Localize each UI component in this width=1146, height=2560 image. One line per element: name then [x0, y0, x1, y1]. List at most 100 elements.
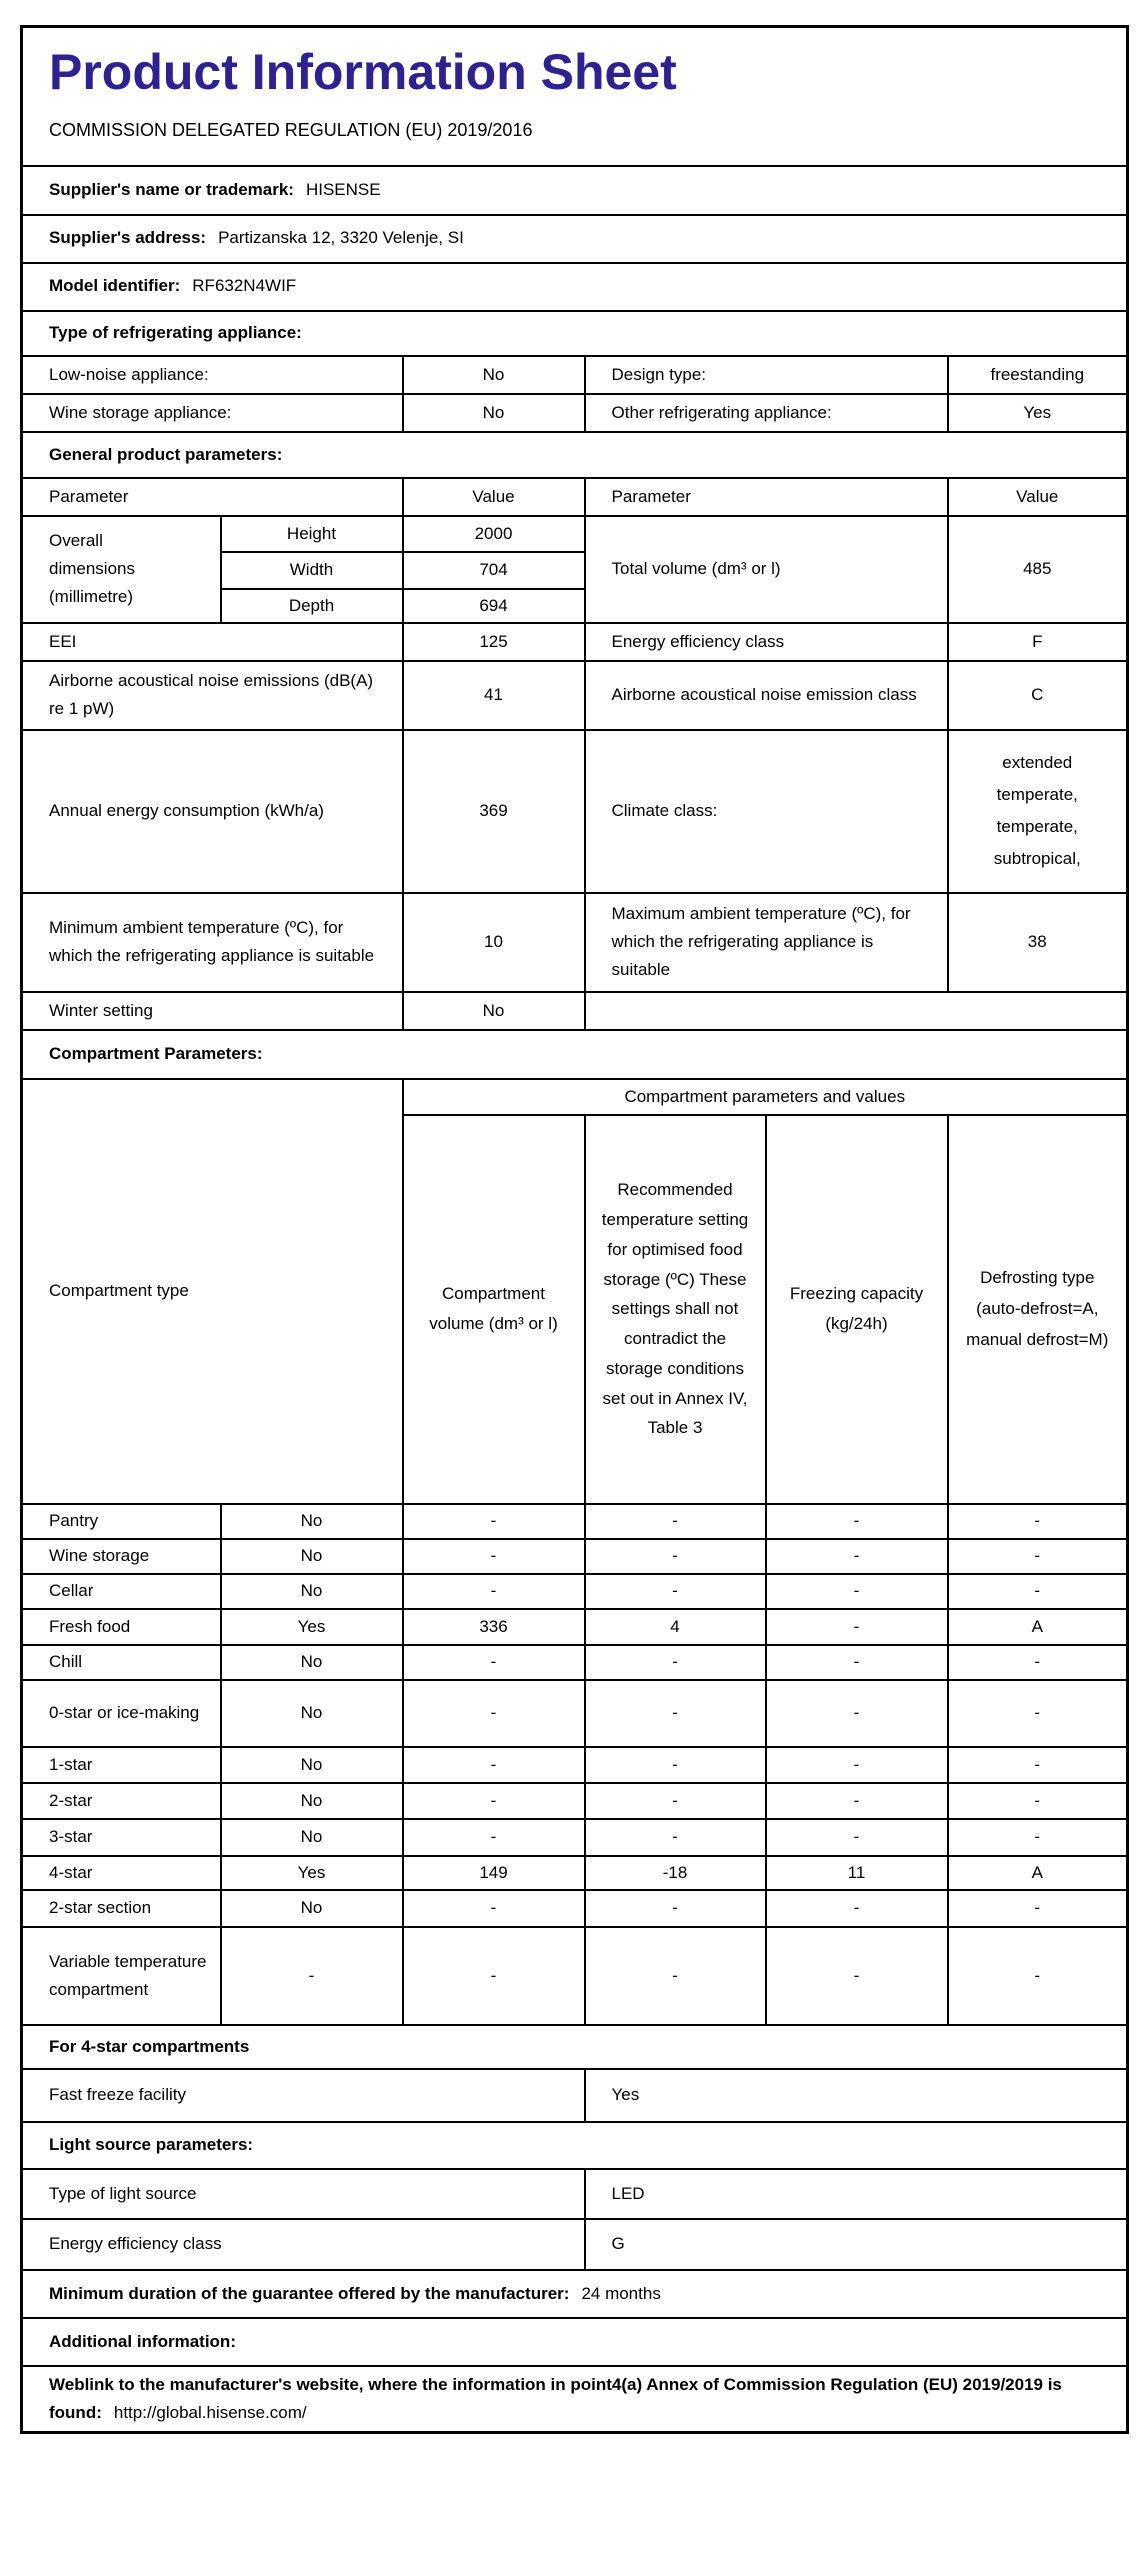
annual-energy-row: Annual energy consumption (kWh/a) 369 Cl…	[20, 728, 1129, 894]
compartment-row-2-star: 2-star No - - - -	[20, 1781, 1129, 1820]
section-additional-header-row: Additional information:	[20, 2316, 1129, 2367]
compartment-row-1-star: 1-star No - - - -	[20, 1745, 1129, 1784]
supplier-name-cell: Supplier's name or trademark: HISENSE	[20, 164, 1129, 216]
page-title: Product Information Sheet	[49, 44, 677, 100]
compartment-freezing: -	[764, 1643, 949, 1681]
min-ambient-label: Minimum ambient temperature (ºC), for wh…	[20, 891, 404, 993]
eei-row: EEI 125 Energy efficiency class F	[20, 621, 1129, 662]
compartment-present: No	[219, 1888, 404, 1928]
compartment-freezing: -	[764, 1537, 949, 1575]
compartment-name: 2-star section	[20, 1888, 222, 1928]
weblink-label: Weblink to the manufacturer's website, w…	[49, 2374, 1062, 2422]
noise-emissions-label: Airborne acoustical noise emissions (dB(…	[20, 659, 404, 731]
param-value-header-row: Parameter Value Parameter Value	[20, 476, 1129, 517]
energy-class-value: F	[946, 621, 1129, 662]
section-header-light: Light source parameters:	[20, 2120, 1129, 2170]
compartment-row-2-star-section: 2-star section No - - - -	[20, 1888, 1129, 1928]
compartment-present: No	[219, 1678, 404, 1748]
compartment-row-wine-storage: Wine storage No - - - -	[20, 1537, 1129, 1575]
overall-dimensions-label: Overall dimensions (millimetre)	[20, 514, 222, 624]
value-header-1: Value	[401, 476, 586, 517]
compartment-defrost: -	[946, 1925, 1129, 2026]
compartment-defrost: -	[946, 1781, 1129, 1820]
compartment-temp: -	[583, 1678, 767, 1748]
regulation-subtitle: COMMISSION DELEGATED REGULATION (EU) 201…	[49, 120, 533, 140]
low-noise-label: Low-noise appliance:	[20, 354, 404, 395]
compartment-volume: -	[401, 1537, 586, 1575]
winter-setting-row: Winter setting No	[20, 990, 1129, 1031]
model-identifier-value: RF632N4WIF	[192, 276, 297, 296]
eei-value: 125	[401, 621, 586, 662]
compartment-present: -	[219, 1925, 404, 2026]
model-identifier-row: Model identifier: RF632N4WIF	[20, 261, 1129, 312]
compartment-freezing: -	[764, 1781, 949, 1820]
section-light-header-row: Light source parameters:	[20, 2120, 1129, 2170]
climate-class-line: extended	[1002, 752, 1073, 772]
title-cell: Product Information Sheet COMMISSION DEL…	[20, 25, 1129, 167]
compartment-row-chill: Chill No - - - -	[20, 1643, 1129, 1681]
compartment-defrost: -	[946, 1678, 1129, 1748]
compartment-present: No	[219, 1817, 404, 1857]
section-4star-header-row: For 4-star compartments	[20, 2023, 1129, 2070]
compartment-name: Wine storage	[20, 1537, 222, 1575]
compartment-present: Yes	[219, 1607, 404, 1646]
other-refrigerating-label: Other refrigerating appliance:	[583, 392, 949, 433]
dimension-width-label: Width	[219, 550, 404, 590]
compartment-volume: 336	[401, 1607, 586, 1646]
compartment-freezing: 11	[764, 1854, 949, 1891]
annual-energy-value: 369	[401, 728, 586, 894]
compartment-row-4-star: 4-star Yes 149 -18 11 A	[20, 1854, 1129, 1891]
section-general-header-row: General product parameters:	[20, 430, 1129, 479]
compartment-temp: -	[583, 1781, 767, 1820]
compartment-defrost: A	[946, 1854, 1129, 1891]
section-header-4star: For 4-star compartments	[20, 2023, 1129, 2070]
dimension-height-row: Overall dimensions (millimetre) Height 2…	[20, 514, 1129, 624]
compartment-volume: -	[401, 1678, 586, 1748]
light-type-label: Type of light source	[20, 2167, 586, 2220]
weblink-url[interactable]: http://global.hisense.com/	[113, 2402, 307, 2422]
low-noise-row: Low-noise appliance: No Design type: fre…	[20, 354, 1129, 395]
compartment-temp: -	[583, 1537, 767, 1575]
eei-label: EEI	[20, 621, 404, 662]
compartment-freezing: -	[764, 1925, 949, 2026]
total-volume-value: 485	[946, 514, 1129, 624]
compartment-name: Fresh food	[20, 1607, 222, 1646]
light-type-row: Type of light source LED	[20, 2167, 1129, 2220]
min-ambient-value: 10	[401, 891, 586, 993]
compartment-defrost: -	[946, 1502, 1129, 1540]
compartment-temp: -	[583, 1925, 767, 2026]
compartment-name: Chill	[20, 1643, 222, 1681]
compartment-temp: -18	[583, 1854, 767, 1891]
climate-class-line: subtropical,	[993, 849, 1081, 869]
annual-energy-label: Annual energy consumption (kWh/a)	[20, 728, 404, 894]
compartment-defrost-header: Defrosting type (auto-defrost=A, manual …	[946, 1113, 1129, 1505]
dimension-width-row: Width 704	[22, 550, 1128, 590]
design-type-value: freestanding	[946, 354, 1129, 395]
total-volume-label: Total volume (dm³ or l)	[583, 514, 949, 624]
compartment-temp: -	[583, 1572, 767, 1610]
weblink-row: Weblink to the manufacturer's website, w…	[20, 2364, 1129, 2434]
guarantee-value: 24 months	[581, 2283, 661, 2303]
section-header-general: General product parameters:	[20, 430, 1129, 479]
wine-storage-label: Wine storage appliance:	[20, 392, 404, 433]
fast-freeze-label: Fast freeze facility	[20, 2067, 586, 2123]
climate-class-line: temperate,	[996, 817, 1078, 837]
section-compartment-header-row: Compartment Parameters:	[20, 1028, 1129, 1080]
guarantee-row: Minimum duration of the guarantee offere…	[20, 2268, 1129, 2319]
compartment-name: 2-star	[20, 1781, 222, 1820]
product-information-sheet: Product Information Sheet COMMISSION DEL…	[20, 25, 1130, 2434]
noise-class-value: C	[946, 659, 1129, 731]
dimension-height-label: Height	[219, 514, 404, 553]
light-class-value: G	[583, 2217, 1129, 2271]
compartment-row-variable-temp: Variable temperature compartment - - - -…	[20, 1925, 1129, 2026]
model-identifier-cell: Model identifier: RF632N4WIF	[20, 261, 1129, 312]
climate-class-value: extended temperate, temperate, subtropic…	[946, 728, 1129, 894]
compartment-volume: -	[401, 1888, 586, 1928]
compartment-freezing: -	[764, 1888, 949, 1928]
compartment-name: Pantry	[20, 1502, 222, 1540]
compartment-volume: -	[401, 1572, 586, 1610]
model-identifier-label: Model identifier:	[49, 276, 181, 296]
compartment-freezing: -	[764, 1572, 949, 1610]
empty-cell	[583, 990, 1129, 1031]
compartment-defrost: -	[946, 1537, 1129, 1575]
